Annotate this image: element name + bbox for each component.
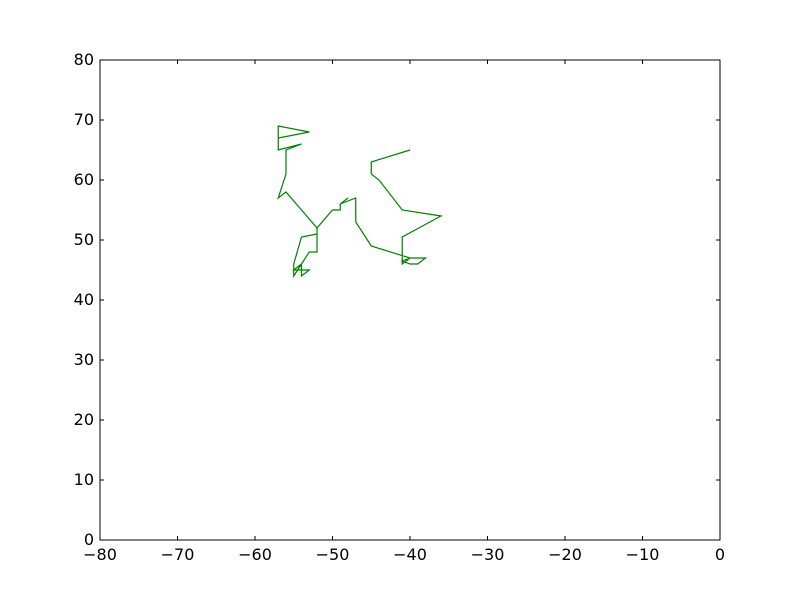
y-tick-label: 20 xyxy=(74,410,94,429)
x-tick-label: −40 xyxy=(393,545,427,564)
y-tick-label: 0 xyxy=(84,530,94,549)
x-tick-label: −70 xyxy=(161,545,195,564)
x-tick-label: −50 xyxy=(316,545,350,564)
y-tick-label: 10 xyxy=(74,470,94,489)
x-tick-label: −80 xyxy=(83,545,117,564)
y-tick-label: 30 xyxy=(74,350,94,369)
x-tick-label: −30 xyxy=(471,545,505,564)
x-tick-label: −10 xyxy=(626,545,660,564)
y-tick-label: 40 xyxy=(74,290,94,309)
y-tick-label: 60 xyxy=(74,170,94,189)
plot-background xyxy=(100,60,720,540)
x-tick-label: 0 xyxy=(715,545,725,564)
y-tick-label: 50 xyxy=(74,230,94,249)
y-tick-label: 80 xyxy=(74,50,94,69)
plot-frame xyxy=(99,59,721,541)
y-tick-label: 70 xyxy=(74,110,94,129)
x-tick-label: −20 xyxy=(548,545,582,564)
x-tick-label: −60 xyxy=(238,545,272,564)
series-line xyxy=(277,125,443,279)
series-layer xyxy=(277,125,443,279)
tick-layer: −80 −70 −60 −50 −40 −30 −20 −10 0 0 10 20 30 40 50 60 70… xyxy=(74,50,725,564)
